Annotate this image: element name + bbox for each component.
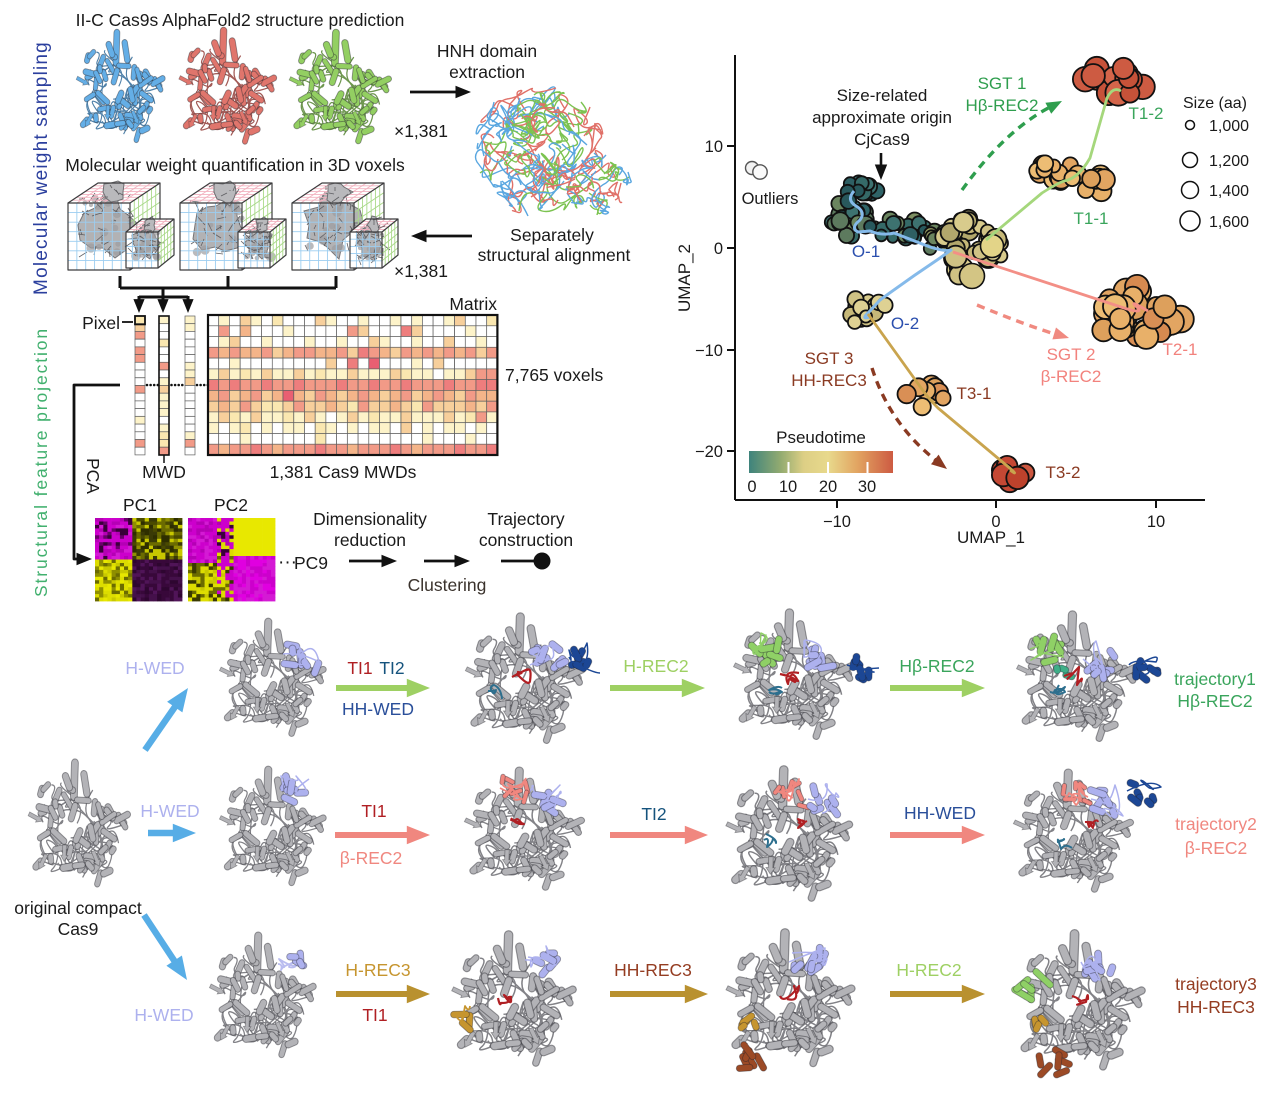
svg-text:1,000: 1,000	[1209, 118, 1249, 135]
svg-text:Molecular weight quantificatio: Molecular weight quantification in 3D vo…	[65, 155, 405, 175]
svg-text:construction: construction	[479, 530, 573, 550]
svg-text:Hβ-REC2: Hβ-REC2	[899, 656, 974, 676]
svg-text:Size-related: Size-related	[837, 86, 928, 105]
svg-text:1,400: 1,400	[1209, 183, 1249, 200]
svg-text:Size (aa): Size (aa)	[1183, 95, 1247, 112]
svg-text:β-REC2: β-REC2	[340, 848, 403, 868]
svg-text:TI1: TI1	[361, 801, 386, 821]
svg-text:30: 30	[858, 478, 876, 496]
svg-text:HH-WED: HH-WED	[342, 699, 414, 719]
svg-text:PC2: PC2	[214, 495, 248, 515]
svg-text:Molecular weight sampling: Molecular weight sampling	[31, 41, 52, 295]
svg-text:Matrix: Matrix	[449, 294, 497, 314]
svg-text:Outliers: Outliers	[742, 190, 799, 208]
svg-text:HH-REC3: HH-REC3	[1177, 997, 1255, 1017]
svg-text:H-REC2: H-REC2	[623, 656, 688, 676]
svg-text:1,200: 1,200	[1209, 153, 1249, 170]
svg-text:TI1: TI1	[347, 658, 372, 678]
svg-text:TI1: TI1	[362, 1005, 387, 1025]
svg-text:7,765 voxels: 7,765 voxels	[505, 365, 604, 385]
svg-text:trajectory2: trajectory2	[1175, 814, 1257, 834]
svg-text:T2-1: T2-1	[1163, 340, 1198, 359]
svg-text:H-WED: H-WED	[125, 658, 184, 678]
svg-text:0: 0	[747, 478, 756, 496]
svg-text:β-REC2: β-REC2	[1185, 838, 1248, 858]
svg-text:10: 10	[779, 478, 797, 496]
svg-text:20: 20	[819, 478, 837, 496]
svg-text:Cas9: Cas9	[58, 919, 99, 939]
svg-text:β-REC2: β-REC2	[1041, 367, 1102, 386]
svg-text:···: ···	[278, 552, 297, 573]
svg-text:1,381 Cas9 MWDs: 1,381 Cas9 MWDs	[270, 462, 417, 482]
svg-text:TI2: TI2	[641, 804, 666, 824]
svg-text:structural alignment: structural alignment	[478, 245, 631, 265]
svg-text:Pixel: Pixel	[82, 313, 120, 333]
svg-text:SGT 2: SGT 2	[1047, 345, 1096, 364]
svg-text:II-C Cas9s AlphaFold2 structur: II-C Cas9s AlphaFold2 structure predicti…	[76, 10, 405, 30]
svg-text:TI2: TI2	[379, 658, 404, 678]
svg-text:10: 10	[1147, 513, 1165, 531]
svg-text:Trajectory: Trajectory	[487, 509, 564, 529]
svg-text:PC9: PC9	[294, 553, 328, 573]
svg-text:0: 0	[714, 240, 723, 258]
svg-text:H-WED: H-WED	[134, 1005, 193, 1025]
svg-text:O-1: O-1	[852, 242, 880, 261]
svg-text:Structural feature projection: Structural feature projection	[31, 327, 51, 597]
svg-text:Separately: Separately	[510, 225, 594, 245]
svg-text:HH-REC3: HH-REC3	[791, 371, 867, 390]
svg-text:PCA: PCA	[83, 458, 103, 494]
svg-text:HNH domain: HNH domain	[437, 41, 537, 61]
svg-text:Hβ-REC2: Hβ-REC2	[965, 96, 1038, 115]
svg-text:O-2: O-2	[891, 314, 919, 333]
svg-text:trajectory3: trajectory3	[1175, 974, 1257, 994]
svg-text:UMAP_2: UMAP_2	[675, 244, 694, 312]
svg-text:H-WED: H-WED	[140, 801, 199, 821]
svg-text:−20: −20	[695, 443, 723, 461]
svg-text:HH-WED: HH-WED	[904, 803, 976, 823]
svg-text:H-REC3: H-REC3	[345, 960, 410, 980]
svg-text:SGT 3: SGT 3	[805, 349, 854, 368]
svg-text:trajectory1: trajectory1	[1174, 669, 1256, 689]
svg-text:T1-2: T1-2	[1129, 104, 1164, 123]
svg-text:−10: −10	[695, 342, 723, 360]
svg-text:T3-2: T3-2	[1046, 463, 1081, 482]
svg-text:Dimensionality: Dimensionality	[313, 509, 427, 529]
svg-text:0: 0	[991, 513, 1000, 531]
svg-text:CjCas9: CjCas9	[854, 130, 910, 149]
svg-text:UMAP_1: UMAP_1	[957, 528, 1025, 547]
svg-text:1,600: 1,600	[1209, 214, 1249, 231]
svg-text:×1,381: ×1,381	[394, 261, 448, 281]
svg-text:SGT 1: SGT 1	[978, 74, 1027, 93]
svg-text:PC1: PC1	[123, 495, 157, 515]
svg-text:original compact: original compact	[14, 898, 142, 918]
svg-text:−10: −10	[823, 513, 851, 531]
svg-text:HH-REC3: HH-REC3	[614, 960, 692, 980]
svg-text:Clustering: Clustering	[408, 575, 487, 595]
svg-text:T1-1: T1-1	[1074, 209, 1109, 228]
svg-text:Hβ-REC2: Hβ-REC2	[1177, 691, 1252, 711]
svg-text:extraction: extraction	[449, 62, 525, 82]
svg-text:MWD: MWD	[142, 462, 186, 482]
svg-text:T3-1: T3-1	[957, 384, 992, 403]
svg-text:10: 10	[705, 138, 723, 156]
svg-text:reduction: reduction	[334, 530, 406, 550]
svg-text:H-REC2: H-REC2	[896, 960, 961, 980]
svg-text:Pseudotime: Pseudotime	[776, 428, 866, 447]
svg-text:approximate origin: approximate origin	[812, 108, 952, 127]
svg-text:×1,381: ×1,381	[394, 121, 448, 141]
